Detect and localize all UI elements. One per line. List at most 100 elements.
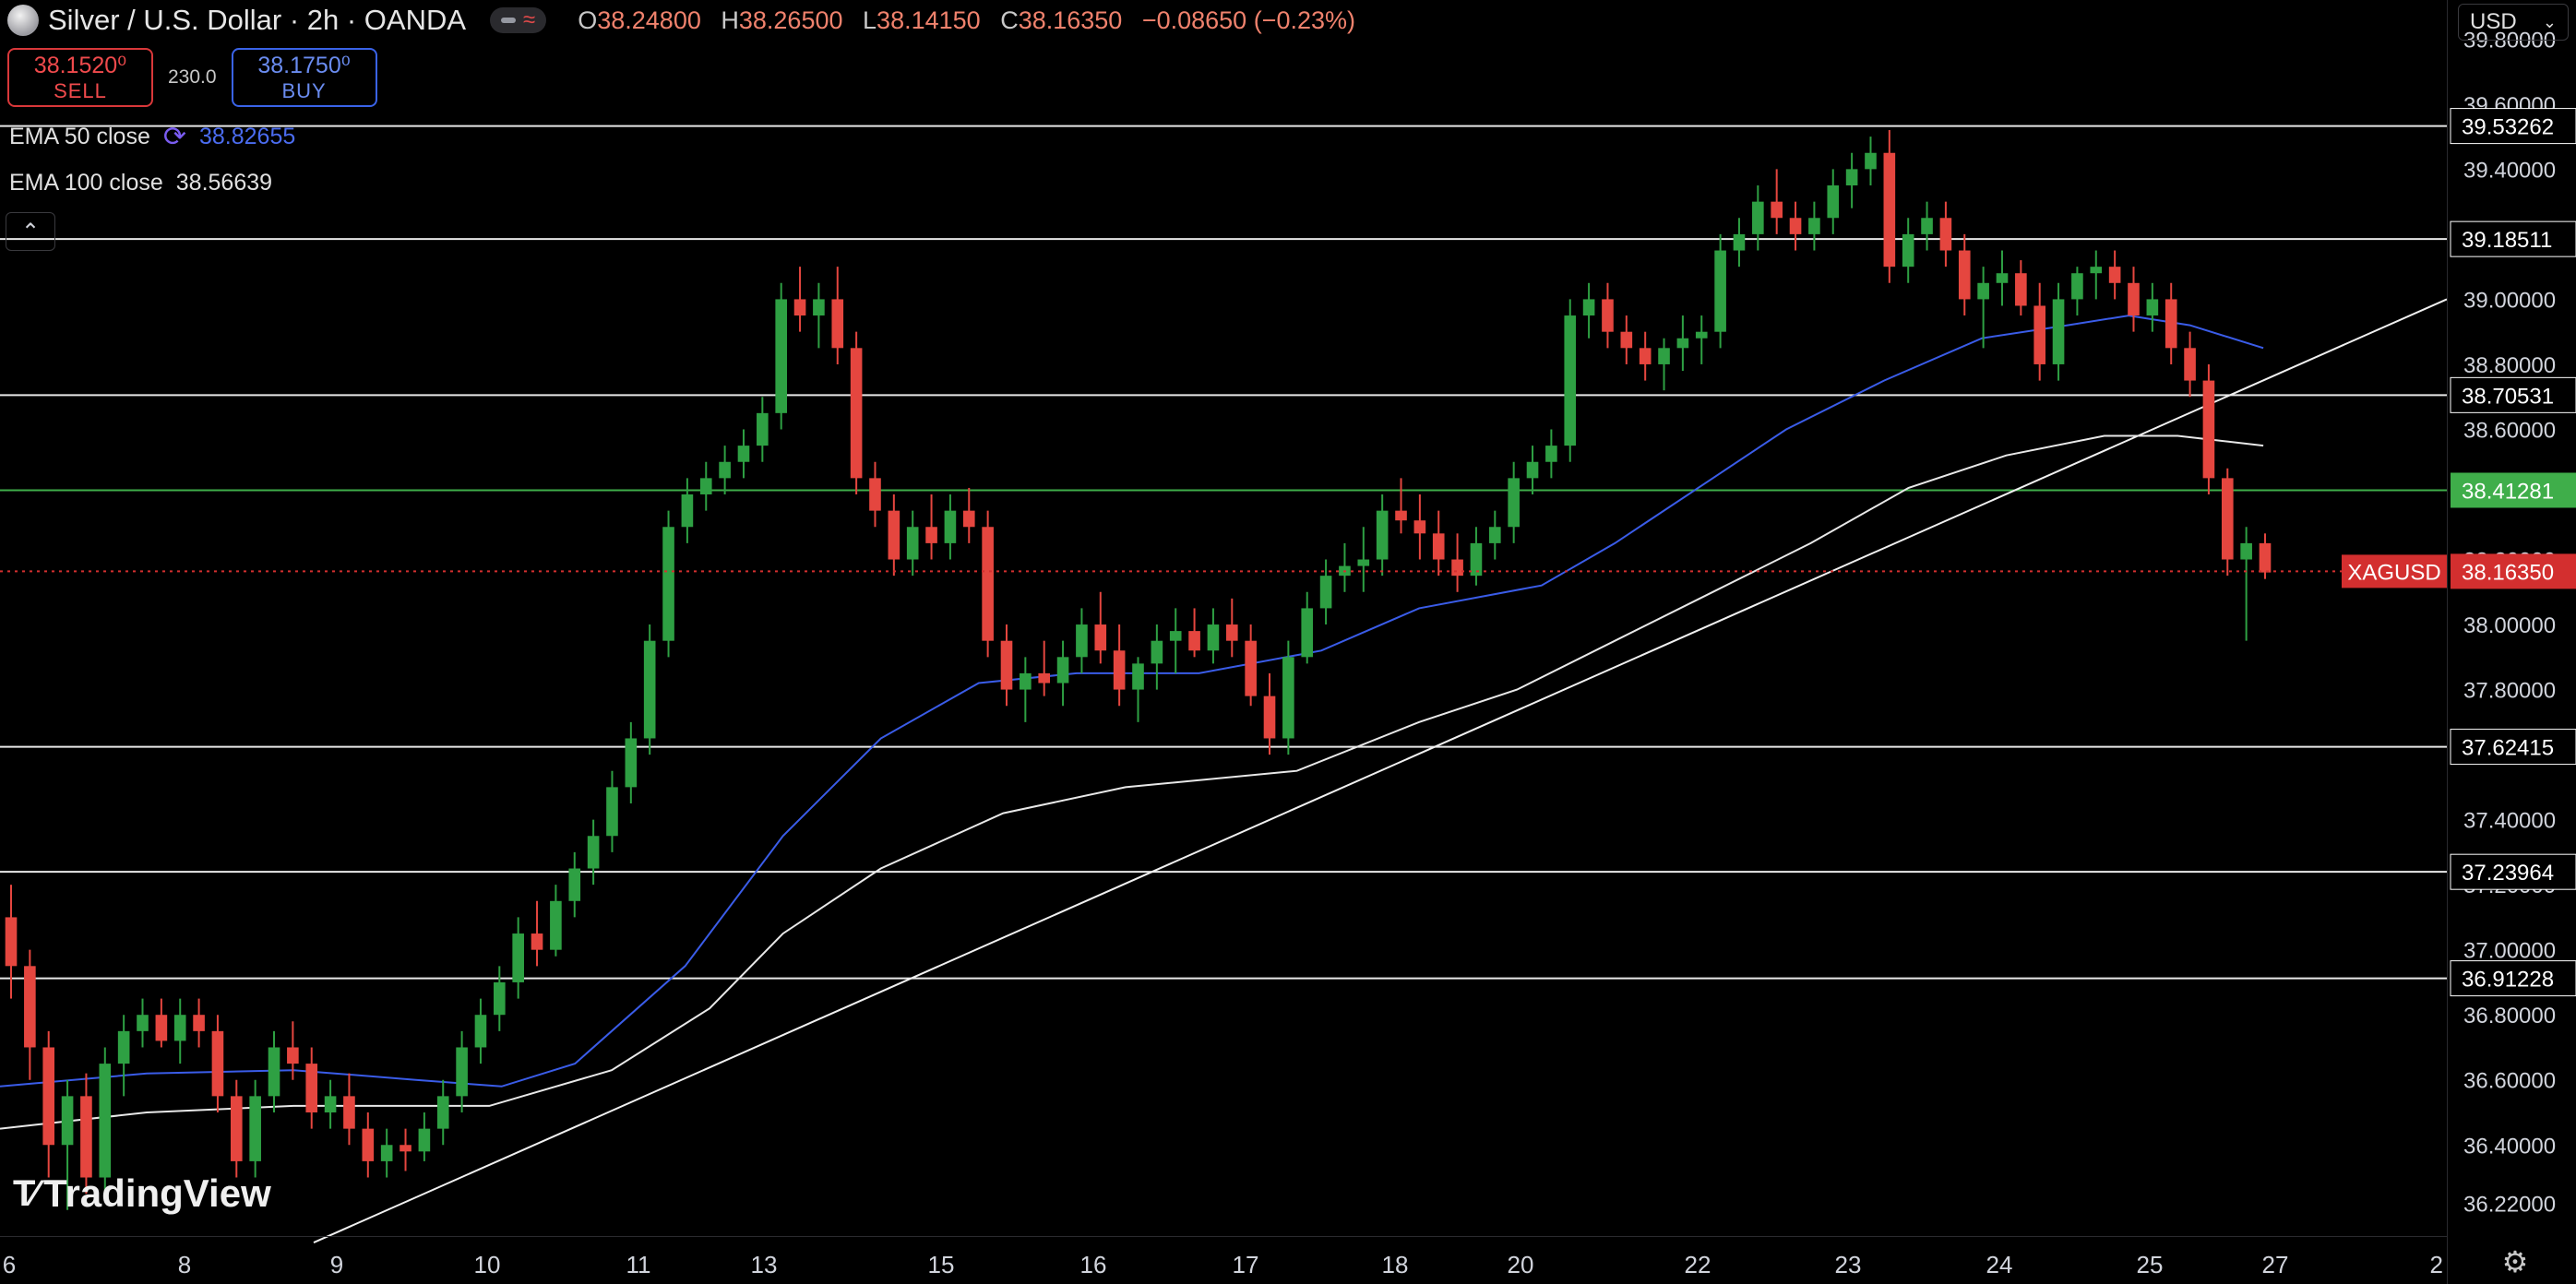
candle <box>1676 315 1689 371</box>
candle <box>906 510 919 577</box>
level-price-label: 36.91228 <box>2462 968 2554 993</box>
candle <box>512 917 524 999</box>
level-price-tag <box>2450 729 2576 766</box>
candle-body <box>2052 299 2065 364</box>
level-price-tag <box>2451 472 2576 508</box>
chart-header: Silver / U.S. Dollar · 2h · OANDA ≈ O38.… <box>7 2 1368 39</box>
candle-body <box>2202 380 2215 479</box>
candle-body <box>962 510 975 528</box>
ohlc-values: O38.24800 H38.26500 L38.14150 C38.16350 … <box>578 6 1356 34</box>
candle-body <box>1207 624 1220 651</box>
candle-body <box>1245 640 1257 696</box>
time-tick-label: 20 <box>1508 1251 1534 1278</box>
candle <box>813 282 825 349</box>
candle <box>1413 494 1426 560</box>
ema50-value: 38.82655 <box>199 124 296 149</box>
time-tick-label: 23 <box>1835 1251 1862 1278</box>
buy-button[interactable]: 38.1750⁰ BUY <box>231 48 377 107</box>
candle-body <box>550 900 562 950</box>
candle <box>2090 250 2103 300</box>
candle <box>2071 267 2083 316</box>
candle-body <box>1132 663 1144 690</box>
candle <box>2221 468 2234 577</box>
indicator-ema100[interactable]: EMA 100 close 38.56639 <box>9 170 272 196</box>
candle <box>1996 250 2009 306</box>
candle <box>1113 624 1126 707</box>
candle <box>137 998 149 1048</box>
candle <box>1958 233 1971 316</box>
sell-button[interactable]: 38.1520⁰ SELL <box>7 48 153 107</box>
candle-body <box>2240 542 2252 560</box>
candle-body <box>362 1128 375 1161</box>
horizontal-levels <box>0 125 2447 980</box>
brand-name: TradingView <box>43 1171 271 1215</box>
candle-body <box>1977 282 1989 300</box>
candle <box>287 1021 299 1080</box>
candle <box>1188 608 1200 658</box>
level-price-label: 39.53262 <box>2462 115 2554 140</box>
candle-body <box>1488 527 1501 543</box>
candle-body <box>850 348 863 479</box>
candle <box>1639 331 1652 381</box>
trendline[interactable] <box>313 298 2448 1243</box>
level-price-tag <box>2450 960 2576 997</box>
ema100-label: EMA 100 close <box>9 170 163 196</box>
time-tick-label: 13 <box>751 1251 778 1278</box>
time-tick-label: 25 <box>2137 1251 2164 1278</box>
indicator-ema50[interactable]: EMA 50 close ⟳ 38.82655 <box>9 123 296 150</box>
candle <box>1564 299 1577 462</box>
gear-icon[interactable]: ⚙ <box>2501 1245 2529 1278</box>
candle-body <box>906 527 919 560</box>
price-tick-label: 36.40000 <box>2463 1134 2556 1159</box>
candle-body <box>1056 657 1069 684</box>
candle-body <box>2071 273 2083 300</box>
candle <box>1357 527 1370 592</box>
buy-label: BUY <box>281 79 327 102</box>
ema-layer <box>0 315 2264 1130</box>
candle-body <box>1319 576 1332 609</box>
time-axis-separator <box>0 1236 2447 1237</box>
candle <box>793 267 806 332</box>
candle-body <box>1789 218 1802 234</box>
price-tick-label: 36.60000 <box>2463 1069 2556 1094</box>
collapse-indicators-button[interactable]: ⌃ <box>6 212 55 251</box>
candle <box>268 1030 280 1112</box>
candle <box>1432 510 1445 577</box>
time-tick-label: 16 <box>1080 1251 1107 1278</box>
candle <box>962 487 975 543</box>
candle <box>80 1073 92 1195</box>
last-price-layer: XAGUSD <box>0 554 2447 588</box>
candle-body <box>944 510 957 543</box>
candle <box>568 851 581 918</box>
time-tick-label: 9 <box>330 1251 343 1278</box>
symbol-title[interactable]: Silver / U.S. Dollar · 2h · OANDA <box>48 4 467 36</box>
candle-body <box>925 527 937 543</box>
candle <box>42 1030 55 1178</box>
chart-mode-toggle[interactable]: ≈ <box>490 7 547 33</box>
candle-body <box>1151 640 1163 664</box>
candle <box>1488 510 1501 560</box>
candle-body <box>1000 640 1013 690</box>
candle <box>211 1015 224 1112</box>
trendline-layer <box>313 298 2448 1243</box>
candle-body <box>1733 233 1746 251</box>
tradingview-mark-icon: T⁄ <box>13 1172 38 1214</box>
currency-selector[interactable]: USD ⌄ <box>2458 4 2569 41</box>
candle-body <box>512 933 524 982</box>
candle <box>2033 282 2046 381</box>
candle <box>1169 608 1182 673</box>
time-tick-label: 27 <box>2262 1251 2289 1278</box>
candle-body <box>5 917 18 967</box>
candle <box>1752 185 1764 251</box>
candle-body <box>1714 250 1726 332</box>
high-value: 38.26500 <box>738 6 843 34</box>
candle-body <box>1451 559 1463 577</box>
candle-body <box>400 1145 411 1152</box>
candle <box>24 949 36 1080</box>
trade-panel: 38.1520⁰ SELL 230.0 38.1750⁰ BUY <box>7 48 377 107</box>
candle-body <box>287 1047 299 1064</box>
candle-body <box>173 1015 186 1041</box>
candle-body <box>1602 299 1614 332</box>
